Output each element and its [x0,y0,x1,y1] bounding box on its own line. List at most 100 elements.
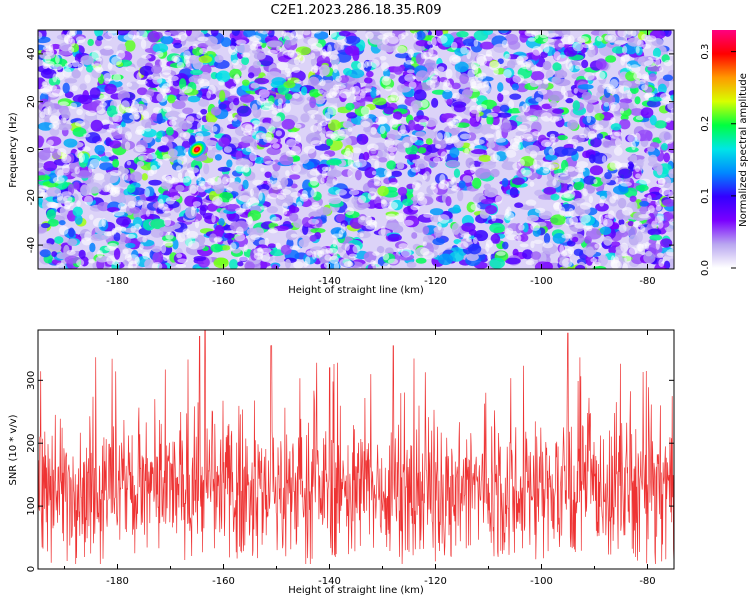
heatmap-cell [486,253,492,261]
heatmap-cell [162,206,170,214]
heatmap-cell [336,52,352,63]
heatmap-cell [497,82,504,93]
heatmap-cell [501,177,509,188]
heatmap-cell [163,239,174,247]
heatmap-cell [411,167,421,173]
heatmap-cell [543,44,550,54]
heatmap-cell [555,79,571,87]
heatmap-cell [530,66,543,72]
heatmap-cell [284,258,291,269]
heatmap-cell [202,212,215,220]
heatmap-cell [303,145,316,154]
heatmap-cell [239,94,255,103]
heatmap-cell [660,238,673,248]
heatmap-cell [77,63,83,72]
heatmap-image [38,30,674,269]
heatmap-cell [182,228,191,235]
heatmap-cell [179,178,190,183]
heatmap-cell [213,236,223,242]
heatmap-cell [208,84,216,95]
heatmap-cell [613,146,623,156]
heatmap-cell [467,69,475,79]
heatmap-cell [116,30,129,36]
heatmap-cell [583,175,597,185]
heatmap-cell [572,176,581,183]
heatmap-cell [151,262,163,269]
heatmap-cell [277,184,283,190]
heatmap-cell [96,250,104,258]
heatmap-cell [646,99,661,108]
snr-panel: -180 -160 -140 -120 -100 -80 0 100 200 300 Heigh… [8,329,675,596]
heatmap-cell [619,108,625,114]
heatmap-cell [310,52,316,60]
heatmap-cell [107,62,113,70]
heatmap-cell [116,50,126,60]
heatmap-cell [134,256,140,266]
heatmap-cell [640,225,646,233]
heatmap-cell [548,164,555,172]
heatmap-cell [249,151,257,162]
heatmap-cell [271,109,278,115]
heatmap-cell [291,66,301,73]
heatmap-cell [451,135,460,143]
heatmap-cell [268,227,279,234]
heatmap-cell [109,170,122,176]
heatmap-cell [309,234,317,242]
heatmap-cell [276,192,287,200]
heatmap-cell [366,70,374,78]
heatmap-cell [196,173,202,182]
heatmap-cell [518,30,527,36]
heatmap-cell [603,218,613,227]
heatmap-cell [652,47,662,58]
heatmap-cell [289,206,300,213]
heatmap-cell [100,156,112,162]
heatmap-cell [225,177,236,183]
heatmap-cell [596,36,603,42]
heatmap-cell [387,201,399,210]
heatmap-cell [572,41,584,52]
x-tick-label: -120 [424,576,447,587]
heatmap-cell [243,244,248,253]
heatmap-cell [130,225,136,233]
heatmap-cell [450,186,461,192]
heatmap-cell [647,55,660,61]
heatmap-cell [388,182,399,188]
heatmap-cell [519,233,529,242]
heatmap-cell [591,261,601,267]
heatmap-cell [234,233,246,242]
heatmap-cell [473,237,478,245]
heatmap-cell [503,69,512,79]
heatmap-cell [281,30,287,37]
heatmap-cell [345,207,355,216]
heatmap-cell [446,98,453,106]
heatmap-cell [450,179,455,185]
heatmap-cell [253,52,266,60]
heatmap-cell [579,202,592,210]
heatmap-cell [558,174,572,184]
heatmap-cell [475,112,480,122]
heatmap-cell [294,34,303,40]
heatmap-cell [344,243,350,251]
heatmap-cell [550,214,567,226]
heatmap-cell [151,64,163,74]
heatmap-cell [38,122,54,131]
heatmap-cell [136,72,142,81]
x-tick-label: -80 [639,576,655,587]
heatmap-cell [177,232,186,243]
heatmap-cell [542,60,552,71]
heatmap-cell [527,37,536,42]
y-tick-label: 200 [26,434,37,453]
heatmap-cell [370,259,376,267]
heatmap-cell [333,261,340,269]
heatmap-cell [587,130,597,140]
heatmap-cell [86,65,94,73]
heatmap-cell [317,89,325,95]
heatmap-cell [450,41,458,51]
heatmap-cell [610,123,622,131]
heatmap-cell [191,205,198,211]
heatmap-cell [543,186,557,195]
heatmap-cell [523,61,532,68]
heatmap-cell [271,170,279,179]
heatmap-cell [124,131,132,140]
heatmap-cell [157,160,163,166]
